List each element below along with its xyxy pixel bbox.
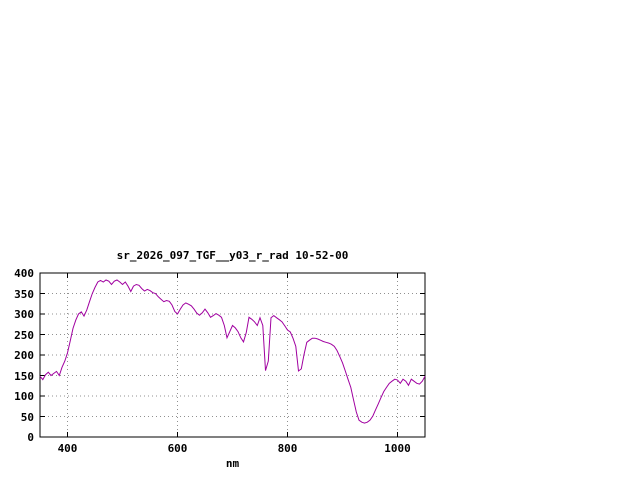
y-tick-label: 150 — [14, 369, 34, 383]
x-axis-label: nm — [225, 457, 240, 470]
y-tick-label: 350 — [14, 287, 34, 301]
y-tick-label: 200 — [14, 349, 34, 362]
x-tick-label: 1000 — [384, 442, 411, 455]
x-tick-label: 600 — [167, 442, 188, 455]
x-tick-label: 800 — [277, 442, 298, 455]
y-tick-label: 100 — [14, 390, 34, 403]
tick-marks — [40, 272, 425, 438]
grid-lines — [40, 273, 425, 437]
data-line — [39, 279, 426, 424]
y-tick-label: 50 — [20, 410, 34, 424]
y-tick-label: 250 — [14, 328, 34, 342]
y-tick-label: 400 — [14, 267, 34, 280]
y-tick-label: 300 — [14, 308, 34, 321]
y-tick-label: 0 — [27, 431, 34, 444]
chart-title: sr_2026_097_TGF__y03_r_rad 10-52-00 — [116, 249, 349, 262]
x-tick-label: 400 — [57, 442, 78, 455]
